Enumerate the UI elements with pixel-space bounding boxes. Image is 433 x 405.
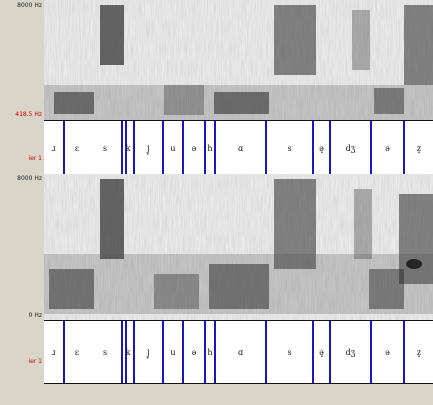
segment-label: ə — [385, 143, 390, 153]
segment-label: s — [287, 347, 292, 357]
boundary[interactable] — [121, 321, 123, 383]
textgrid-tier[interactable]: ɹ ɛ s k j̥ u ə h ɑ s ə̥ dʒ ə z̥ — [44, 320, 433, 384]
boundary[interactable] — [125, 121, 127, 175]
segment-label: ɛ — [74, 347, 80, 357]
segment-label: h — [207, 143, 213, 153]
boundary[interactable] — [63, 321, 65, 383]
boundary[interactable] — [403, 321, 405, 383]
segment-label: s — [102, 143, 108, 153]
segment-label: ə — [385, 347, 390, 357]
segment-label: k — [125, 143, 131, 153]
segment-label: ə̥ — [319, 347, 324, 357]
boundary[interactable] — [204, 121, 206, 175]
boundary[interactable] — [204, 321, 206, 383]
segment-label: j̥ — [147, 143, 150, 153]
spectrogram-panel[interactable] — [44, 174, 433, 320]
spectrogram-image — [44, 0, 433, 121]
boundary[interactable] — [370, 321, 372, 383]
spectrogram-image — [44, 174, 433, 320]
segment-label: ɹ — [51, 143, 56, 153]
boundary[interactable] — [214, 121, 216, 175]
segment-label: s — [102, 347, 108, 357]
boundary[interactable] — [182, 121, 184, 175]
boundary[interactable] — [162, 321, 164, 383]
segment-label: k — [125, 347, 131, 357]
segment-label: h — [207, 347, 213, 357]
segment-label: u — [170, 143, 176, 153]
freq-top-label: 8000 Hz — [17, 2, 42, 9]
boundary[interactable] — [265, 321, 267, 383]
boundary[interactable] — [370, 121, 372, 175]
boundary[interactable] — [182, 321, 184, 383]
segment-label: z̥ — [416, 143, 422, 153]
segment-label: s — [287, 143, 292, 153]
segment-label: ɑ — [237, 347, 244, 357]
segment-label: ə — [191, 347, 197, 357]
boundary[interactable] — [265, 121, 267, 175]
textgrid-tier[interactable]: ɹ ɛ s k j̥ u ə h ɑ s ə̥ dʒ ə z̥ — [44, 120, 433, 176]
boundary[interactable] — [214, 321, 216, 383]
boundary[interactable] — [133, 121, 135, 175]
segment-label: ɑ — [237, 143, 244, 153]
freq-bottom-label: 0 Hz — [28, 312, 42, 319]
boundary[interactable] — [125, 321, 127, 383]
boundary[interactable] — [63, 121, 65, 175]
segment-label: j̥ — [147, 347, 150, 357]
boundary[interactable] — [162, 121, 164, 175]
boundary[interactable] — [133, 321, 135, 383]
boundary[interactable] — [121, 121, 123, 175]
boundary[interactable] — [329, 121, 331, 175]
segment-label: dʒ — [345, 143, 356, 153]
tier-label: ier 1 — [28, 358, 42, 365]
freq-top-label: 8000 Hz — [17, 175, 42, 182]
segment-label: dʒ — [345, 347, 356, 357]
segment-label: ə — [191, 143, 197, 153]
boundary[interactable] — [312, 321, 314, 383]
segment-label: ɛ — [74, 143, 80, 153]
tier-label: ier 1 — [28, 155, 42, 162]
segment-label: ɹ — [51, 347, 56, 357]
spectrogram-panel[interactable] — [44, 0, 433, 121]
boundary[interactable] — [403, 121, 405, 175]
freq-bottom-label: 418.5 Hz — [15, 111, 42, 118]
boundary[interactable] — [312, 121, 314, 175]
segment-label: u — [170, 347, 176, 357]
segment-label: ə̥ — [319, 143, 324, 153]
segment-label: z̥ — [416, 347, 422, 357]
boundary[interactable] — [329, 321, 331, 383]
